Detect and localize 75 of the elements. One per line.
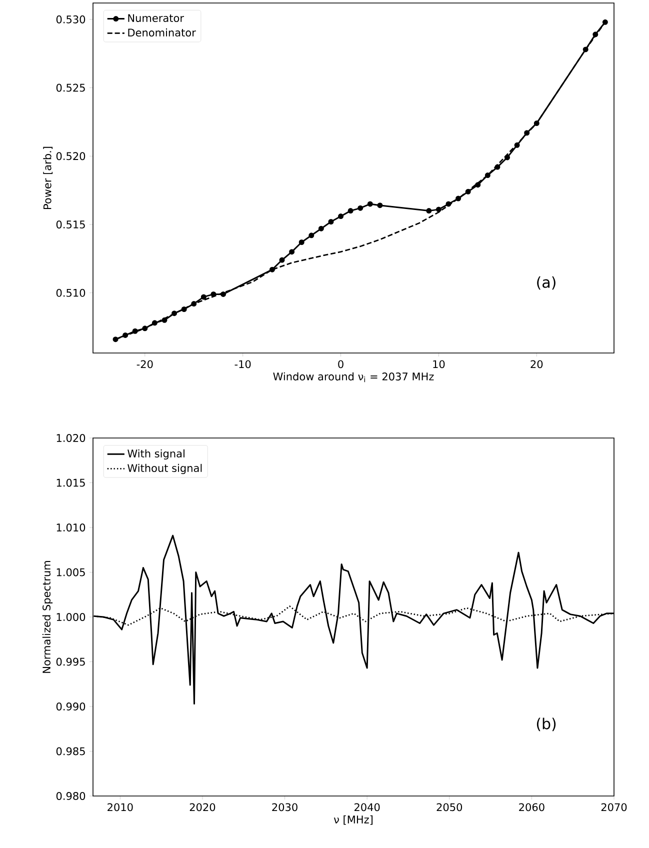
point — [162, 317, 168, 323]
point — [279, 257, 285, 263]
point — [494, 164, 500, 170]
point — [602, 19, 608, 25]
y-tick-label: 0.985 — [56, 747, 85, 756]
point — [269, 266, 275, 272]
point — [210, 291, 216, 297]
point — [152, 320, 158, 326]
y-tick-label: 0.525 — [56, 84, 85, 92]
point — [172, 310, 178, 316]
x-tick-label: 2040 — [354, 803, 380, 812]
point — [328, 218, 334, 224]
point — [142, 326, 148, 332]
y-tick-label: 0.520 — [56, 152, 86, 160]
y-tick-label: 0.530 — [56, 15, 86, 24]
point — [436, 206, 442, 212]
y-tick-label: 1.000 — [56, 613, 86, 621]
point — [484, 172, 490, 178]
y-tick-label: 0.990 — [56, 702, 86, 710]
annotation: (b) — [536, 718, 556, 732]
point — [318, 226, 324, 232]
x-tick-label: 2050 — [436, 803, 462, 812]
point — [348, 208, 354, 214]
point — [592, 32, 598, 38]
point — [475, 182, 481, 188]
point — [191, 301, 197, 307]
x-tick-label: 2070 — [601, 803, 627, 812]
x-tick-label: 10 — [433, 360, 445, 368]
annotation: (a) — [537, 276, 556, 290]
x-tick-label: -20 — [136, 360, 153, 368]
x-axis-title: Window around ν$_{i}$ = 2037 MHz — [273, 372, 434, 382]
point — [426, 208, 432, 214]
y-tick-label: 0.510 — [56, 288, 86, 297]
y-tick-label: 0.515 — [56, 220, 85, 228]
point — [132, 328, 138, 334]
y-tick-label: 1.015 — [56, 478, 85, 487]
x-tick-label: 2010 — [108, 803, 133, 812]
legend-label: Without signal — [128, 464, 202, 474]
y-tick-label: 1.020 — [56, 434, 86, 442]
x-tick-label: 20 — [530, 360, 543, 368]
x-tick-label: -10 — [234, 360, 251, 368]
point — [446, 201, 452, 207]
legend-label: Denominator — [128, 28, 196, 37]
point — [298, 240, 304, 245]
x-tick-label: 0 — [338, 360, 344, 368]
point — [465, 188, 471, 194]
x-tick-label: 2060 — [519, 803, 544, 812]
point — [377, 202, 383, 208]
y-tick-label: 0.980 — [56, 792, 86, 800]
y-axis-title: Power [arb.] — [43, 146, 53, 209]
point — [338, 214, 344, 220]
y-tick-label: 1.010 — [56, 524, 86, 532]
point — [200, 294, 206, 300]
point — [367, 201, 373, 207]
x-tick-label: 2020 — [190, 803, 216, 812]
point — [112, 336, 118, 342]
legend-label: With signal — [128, 449, 184, 460]
point — [358, 205, 364, 211]
point — [220, 291, 226, 297]
point — [122, 332, 128, 338]
y-axis-title: Normalized Spectrum — [42, 561, 53, 673]
y-tick-label: 0.995 — [56, 658, 85, 666]
point — [308, 232, 314, 238]
point — [289, 249, 295, 255]
point — [181, 306, 187, 312]
point — [504, 154, 510, 160]
y-tick-label: 1.005 — [56, 568, 85, 576]
point — [456, 196, 462, 202]
x-tick-label: 2030 — [272, 803, 298, 812]
point — [524, 130, 530, 136]
point — [534, 120, 540, 126]
point — [514, 142, 520, 148]
legend-label: Numerator — [128, 14, 184, 22]
point — [582, 46, 588, 52]
x-axis-title: ν [MHz] — [334, 815, 373, 825]
